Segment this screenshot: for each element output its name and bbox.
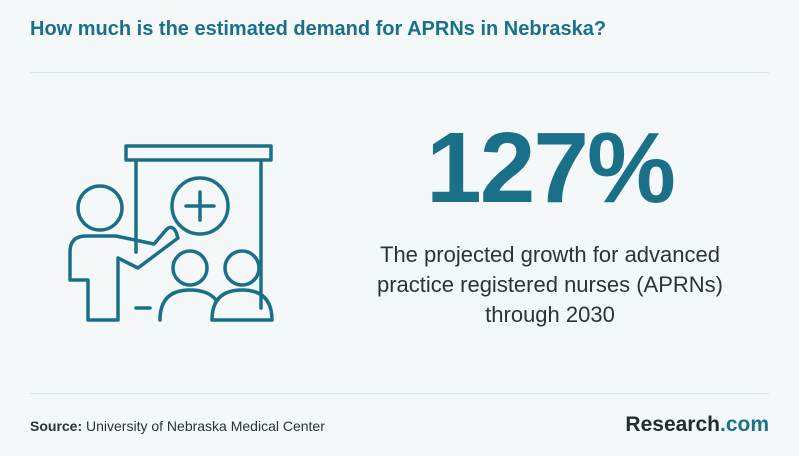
source-label: Source: [30, 418, 83, 434]
presenter-head [76, 184, 124, 232]
source-line: Source: University of Nebraska Medical C… [30, 418, 325, 434]
top-divider [30, 72, 769, 73]
presentation-icon [68, 144, 274, 322]
plus-circle-icon [170, 176, 230, 236]
brand-suffix: .com [719, 413, 769, 436]
brand-logo: Research.com [625, 413, 769, 437]
stat-description: The projected growth for advanced practi… [376, 242, 723, 327]
brand-main: Research [625, 413, 720, 436]
stat-value: 127% [426, 112, 676, 224]
page-title: How much is the estimated demand for APR… [30, 18, 607, 40]
bottom-divider [30, 393, 769, 394]
source-text: University of Nebraska Medical Center [86, 418, 325, 434]
